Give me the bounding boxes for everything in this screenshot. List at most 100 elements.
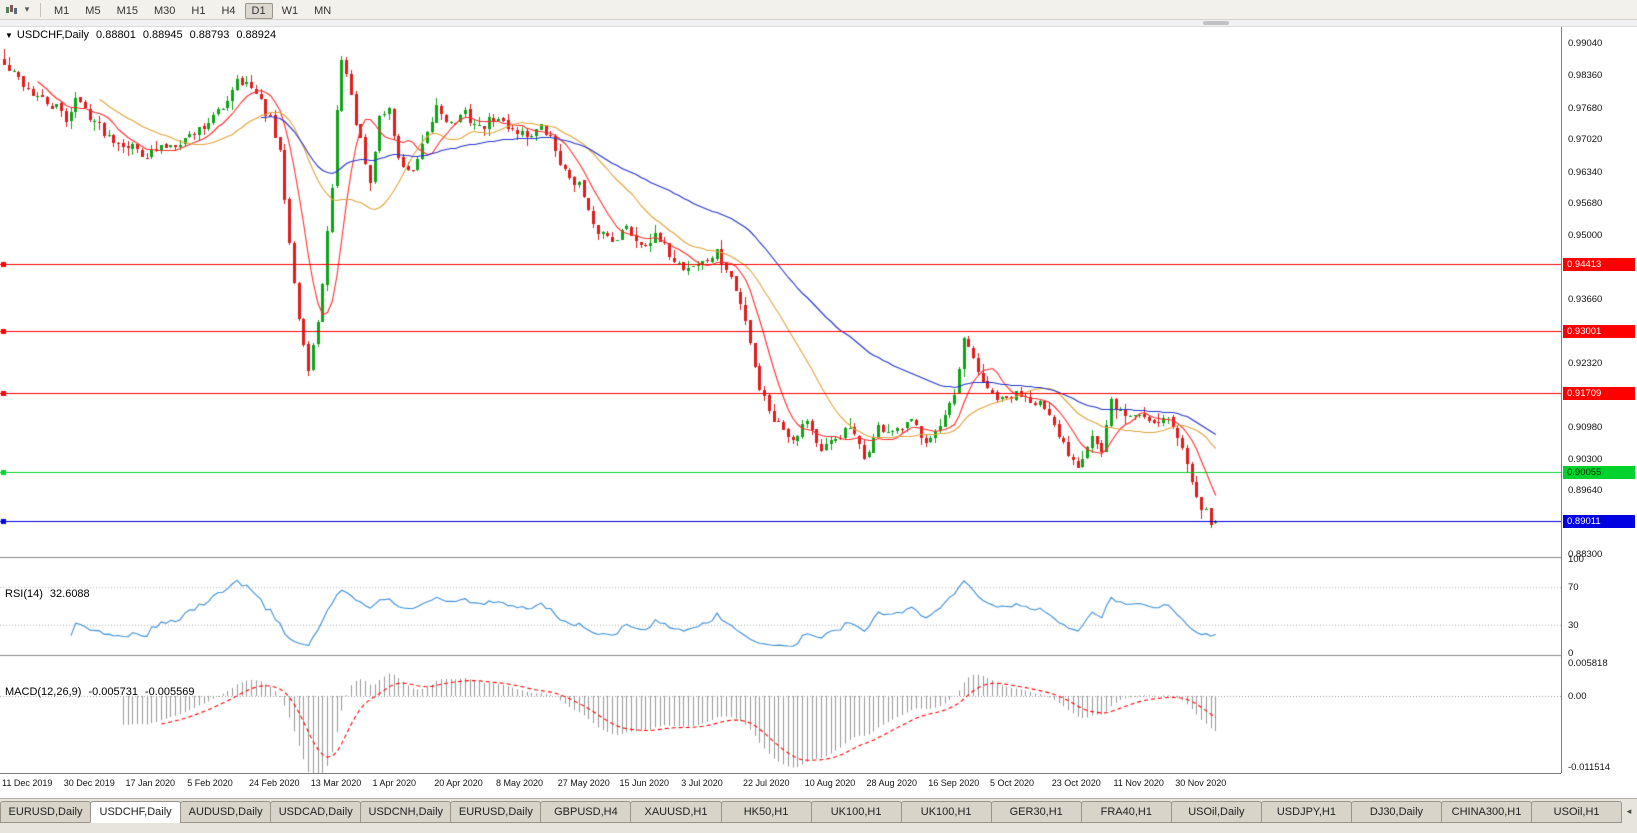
chart-area: ▼ USDCHF,Daily 0.88801 0.88945 0.88793 0.8892… xyxy=(0,27,1637,793)
rsi-axis-label: 0 xyxy=(1568,648,1574,659)
hline-price-label[interactable]: 0.91709 xyxy=(1563,387,1635,400)
timeframe-button-d1[interactable]: D1 xyxy=(244,2,273,19)
timeframe-toolbar: ▾ M1 M5 M15 M30 H1 H4 D1 W1 MN xyxy=(0,0,1637,20)
price-chart-canvas[interactable] xyxy=(0,27,1561,773)
chart-tab-hk50-h1[interactable]: HK50,H1 xyxy=(720,801,812,823)
toolbar-separator xyxy=(40,2,41,17)
date-tick-label: 22 Jul 2020 xyxy=(743,778,790,788)
date-tick-label: 11 Nov 2020 xyxy=(1113,778,1164,788)
chart-tabs: EURUSD,Daily USDCHF,Daily AUDUSD,Daily USDC… xyxy=(0,801,1623,823)
timeframe-button-h4[interactable]: H4 xyxy=(221,4,236,17)
chart-tab-uk100-h1[interactable]: UK100,H1 xyxy=(810,801,902,823)
date-tick-label: 17 Jan 2020 xyxy=(125,778,176,788)
chart-tab-usdjpy-h1[interactable]: USDJPY,H1 xyxy=(1260,801,1352,823)
chart-tab-usoil-h1[interactable]: USOil,H1 xyxy=(1531,801,1623,823)
date-tick-label: 23 Oct 2020 xyxy=(1051,778,1101,788)
macd-name-label: MACD(12,26,9) xyxy=(5,686,82,698)
date-tick-label: 20 Apr 2020 xyxy=(434,778,483,788)
chart-tab-usdchf-daily[interactable]: USDCHF,Daily xyxy=(90,801,182,823)
chart-type-icon[interactable] xyxy=(3,2,19,18)
macd-info-line: MACD(12,26,9) -0.005731 -0.005569 xyxy=(5,686,195,698)
price-tick-label: 0.97680 xyxy=(1568,103,1603,114)
rsi-value: 32.6088 xyxy=(49,588,90,600)
rsi-axis-label: 70 xyxy=(1568,582,1579,594)
date-tick-label: 28 Aug 2020 xyxy=(866,778,918,788)
chart-tab-gbpusd-h4[interactable]: GBPUSD,H4 xyxy=(540,801,632,823)
ohlc-close: 0.88924 xyxy=(236,29,277,41)
price-tick-label: 0.93660 xyxy=(1568,294,1603,305)
hline-price-label[interactable]: 0.90055 xyxy=(1563,466,1635,479)
chart-info-line: ▼ USDCHF,Daily 0.88801 0.88945 0.88793 0.8892… xyxy=(5,29,276,41)
timeframe-button-mn[interactable]: MN xyxy=(314,4,332,17)
chart-scrollbar[interactable] xyxy=(0,20,1637,27)
date-axis[interactable]: 11 Dec 2019 30 Dec 2019 17 Jan 2020 5 Feb 2… xyxy=(0,773,1561,793)
chart-tab-dj30-daily[interactable]: DJ30,Daily xyxy=(1350,801,1442,823)
chart-tab-usdcad-daily[interactable]: USDCAD,Daily xyxy=(270,801,362,823)
timeframe-buttons: M1 M5 M15 M30 H1 H4 D1 W1 MN xyxy=(46,1,339,19)
rsi-axis-label: 30 xyxy=(1568,619,1579,631)
chart-tabs-bar: EURUSD,Daily USDCHF,Daily AUDUSD,Daily USDC… xyxy=(0,798,1637,833)
price-tick-label: 0.97020 xyxy=(1568,134,1603,145)
rsi-info-line: RSI(14) 32.6088 xyxy=(5,588,90,600)
price-tick-label: 0.90980 xyxy=(1568,422,1603,433)
chart-tab-usoil-daily[interactable]: USOil,Daily xyxy=(1170,801,1262,823)
chart-scrollbar-thumb[interactable] xyxy=(1203,21,1229,25)
macd-main-value: -0.005731 xyxy=(88,686,138,698)
timeframe-button-m1[interactable]: M1 xyxy=(54,4,70,17)
chart-tab-uk100-h1[interactable]: UK100,H1 xyxy=(900,801,992,823)
date-tick-label: 27 May 2020 xyxy=(557,778,610,788)
candlestick-chart-icon xyxy=(5,5,17,14)
timeframe-button-w1[interactable]: W1 xyxy=(281,4,299,17)
date-tick-label: 5 Feb 2020 xyxy=(187,778,233,788)
price-tick-label: 0.98360 xyxy=(1568,70,1603,81)
ohlc-low: 0.88793 xyxy=(189,29,230,41)
chart-tab-audusd-daily[interactable]: AUDUSD,Daily xyxy=(180,801,272,823)
hline-price-label[interactable]: 0.94413 xyxy=(1563,258,1635,271)
ohlc-open: 0.88801 xyxy=(96,29,136,41)
macd-signal-value: -0.005569 xyxy=(144,686,195,698)
date-tick-label: 3 Jul 2020 xyxy=(681,778,723,788)
macd-axis-label: 0.005818 xyxy=(1568,658,1608,669)
chart-tab-eurusd-daily[interactable]: EURUSD,Daily xyxy=(0,801,92,823)
rsi-axis-label: 100 xyxy=(1568,554,1584,565)
price-tick-label: 0.96340 xyxy=(1568,167,1603,178)
price-tick-label: 0.92320 xyxy=(1568,358,1603,369)
chart-tab-fra40-h1[interactable]: FRA40,H1 xyxy=(1080,801,1172,823)
date-tick-label: 10 Aug 2020 xyxy=(804,778,856,788)
price-tick-label: 0.95680 xyxy=(1568,198,1603,209)
macd-axis-label: 0.00 xyxy=(1568,690,1587,702)
date-tick-label: 8 May 2020 xyxy=(496,778,544,788)
timeframe-button-m30[interactable]: M30 xyxy=(153,4,176,17)
hline-price-label[interactable]: 0.89011 xyxy=(1563,515,1635,528)
date-tick-label: 5 Oct 2020 xyxy=(990,778,1035,788)
date-tick-label: 1 Apr 2020 xyxy=(372,778,417,788)
date-tick-label: 15 Jun 2020 xyxy=(619,778,670,788)
symbol-period-label: USDCHF,Daily xyxy=(16,29,90,41)
timeframe-button-m15[interactable]: M15 xyxy=(116,4,138,17)
date-tick-label: 16 Sep 2020 xyxy=(928,778,980,788)
chart-tab-ger30-h1[interactable]: GER30,H1 xyxy=(990,801,1082,823)
chart-tab-usdcnh-daily[interactable]: USDCNH,Daily xyxy=(360,801,452,823)
price-tick-label: 0.89640 xyxy=(1568,485,1603,496)
price-tick-label: 0.88300 xyxy=(1568,549,1603,560)
date-tick-label: 13 Mar 2020 xyxy=(310,778,362,788)
collapse-arrow-icon[interactable]: ▼ xyxy=(5,31,13,40)
price-tick-label: 0.99040 xyxy=(1568,38,1603,49)
hline-price-label[interactable]: 0.93001 xyxy=(1563,325,1635,338)
timeframe-button-h1[interactable]: H1 xyxy=(191,4,206,17)
date-tick-label: 30 Dec 2019 xyxy=(63,778,115,788)
date-tick-label: 30 Nov 2020 xyxy=(1175,778,1227,788)
date-tick-label: 24 Feb 2020 xyxy=(249,778,300,788)
timeframe-button-m5[interactable]: M5 xyxy=(85,4,101,17)
price-tick-label: 0.95000 xyxy=(1568,230,1603,241)
tab-scroll-left-icon[interactable]: ◂ xyxy=(1626,806,1632,816)
chart-tab-xauusd-h1[interactable]: XAUUSD,H1 xyxy=(630,801,722,823)
caret-down-icon[interactable]: ▾ xyxy=(24,4,30,14)
date-tick-label: 11 Dec 2019 xyxy=(2,778,53,788)
price-tick-label: 0.90300 xyxy=(1568,454,1603,465)
rsi-name-label: RSI(14) xyxy=(5,588,43,600)
macd-axis-label: -0.011514 xyxy=(1568,762,1611,773)
price-axis[interactable]: 0.99040 0.98360 0.97680 0.97020 0.96340 0.956… xyxy=(1561,27,1637,773)
chart-tab-eurusd-daily[interactable]: EURUSD,Daily xyxy=(450,801,542,823)
chart-tab-china300-h1[interactable]: CHINA300,H1 xyxy=(1441,801,1533,823)
